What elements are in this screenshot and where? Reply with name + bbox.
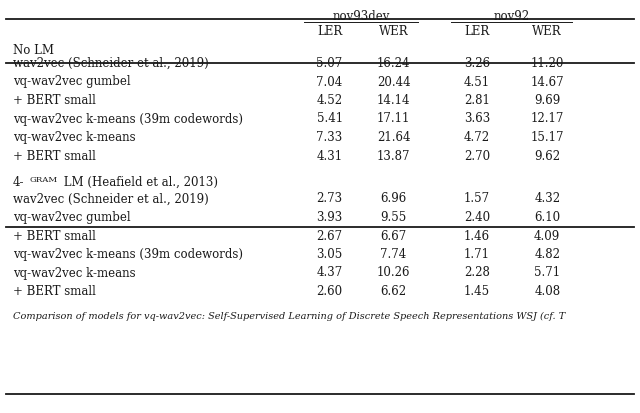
Text: 1.46: 1.46 [464, 230, 490, 242]
Text: 5.07: 5.07 [316, 57, 343, 70]
Text: No LM: No LM [13, 44, 54, 57]
Text: 6.10: 6.10 [534, 211, 560, 224]
Text: vq-wav2vec k-means (39m codewords): vq-wav2vec k-means (39m codewords) [13, 248, 243, 261]
Text: 2.67: 2.67 [317, 230, 342, 242]
Text: 5.71: 5.71 [534, 266, 560, 280]
Text: wav2vec (Schneider et al., 2019): wav2vec (Schneider et al., 2019) [13, 192, 209, 206]
Text: 7.04: 7.04 [316, 76, 343, 88]
Text: 2.40: 2.40 [464, 211, 490, 224]
Text: Comparison of models for vq-wav2vec: Self-Supervised Learning of Discrete Speech: Comparison of models for vq-wav2vec: Sel… [13, 311, 565, 320]
Text: 3.26: 3.26 [464, 57, 490, 70]
Text: 6.96: 6.96 [380, 192, 407, 206]
Text: GRAM: GRAM [29, 176, 58, 184]
Text: 6.62: 6.62 [381, 285, 406, 298]
Text: 4.52: 4.52 [317, 94, 342, 107]
Text: WER: WER [532, 25, 562, 38]
Text: 7.33: 7.33 [316, 131, 343, 144]
Text: 9.55: 9.55 [380, 211, 407, 224]
Text: 11.20: 11.20 [531, 57, 564, 70]
Text: vq-wav2vec gumbel: vq-wav2vec gumbel [13, 211, 131, 224]
Text: 14.67: 14.67 [531, 76, 564, 88]
Text: nov93dev: nov93dev [333, 10, 390, 23]
Text: LER: LER [464, 25, 490, 38]
Text: 6.67: 6.67 [380, 230, 407, 242]
Text: 7.74: 7.74 [380, 248, 407, 261]
Text: 2.28: 2.28 [464, 266, 490, 280]
Text: 4.31: 4.31 [317, 150, 342, 162]
Text: 21.64: 21.64 [377, 131, 410, 144]
Text: 3.63: 3.63 [463, 112, 490, 126]
Text: 2.60: 2.60 [317, 285, 342, 298]
Text: vq-wav2vec k-means: vq-wav2vec k-means [13, 266, 136, 280]
Text: + BERT small: + BERT small [13, 285, 95, 298]
Text: vq-wav2vec gumbel: vq-wav2vec gumbel [13, 76, 131, 88]
Text: 4.72: 4.72 [464, 131, 490, 144]
Text: 10.26: 10.26 [377, 266, 410, 280]
Text: 2.73: 2.73 [317, 192, 342, 206]
Text: 16.24: 16.24 [377, 57, 410, 70]
Text: 3.05: 3.05 [316, 248, 343, 261]
Text: + BERT small: + BERT small [13, 150, 95, 162]
Text: LM (Heafield et al., 2013): LM (Heafield et al., 2013) [60, 176, 218, 189]
Text: 5.41: 5.41 [317, 112, 342, 126]
Text: 12.17: 12.17 [531, 112, 564, 126]
Text: 4.09: 4.09 [534, 230, 561, 242]
Text: nov92: nov92 [494, 10, 530, 23]
Text: 4.37: 4.37 [316, 266, 343, 280]
Text: 1.57: 1.57 [464, 192, 490, 206]
Text: wav2vec (Schneider et al., 2019): wav2vec (Schneider et al., 2019) [13, 57, 209, 70]
Text: LER: LER [317, 25, 342, 38]
Text: 4-: 4- [13, 176, 24, 189]
Text: 3.93: 3.93 [316, 211, 343, 224]
Text: vq-wav2vec k-means: vq-wav2vec k-means [13, 131, 136, 144]
Text: 2.70: 2.70 [464, 150, 490, 162]
Text: + BERT small: + BERT small [13, 94, 95, 107]
Text: 4.82: 4.82 [534, 248, 560, 261]
Text: 4.08: 4.08 [534, 285, 560, 298]
Text: 9.62: 9.62 [534, 150, 560, 162]
Text: 17.11: 17.11 [377, 112, 410, 126]
Text: 2.81: 2.81 [464, 94, 490, 107]
Text: vq-wav2vec k-means (39m codewords): vq-wav2vec k-means (39m codewords) [13, 112, 243, 126]
Text: 14.14: 14.14 [377, 94, 410, 107]
Text: + BERT small: + BERT small [13, 230, 95, 242]
Text: 13.87: 13.87 [377, 150, 410, 162]
Text: 15.17: 15.17 [531, 131, 564, 144]
Text: 1.71: 1.71 [464, 248, 490, 261]
Text: 9.69: 9.69 [534, 94, 561, 107]
Text: WER: WER [379, 25, 408, 38]
Text: 1.45: 1.45 [464, 285, 490, 298]
Text: 4.32: 4.32 [534, 192, 560, 206]
Text: 20.44: 20.44 [377, 76, 410, 88]
Text: 4.51: 4.51 [464, 76, 490, 88]
